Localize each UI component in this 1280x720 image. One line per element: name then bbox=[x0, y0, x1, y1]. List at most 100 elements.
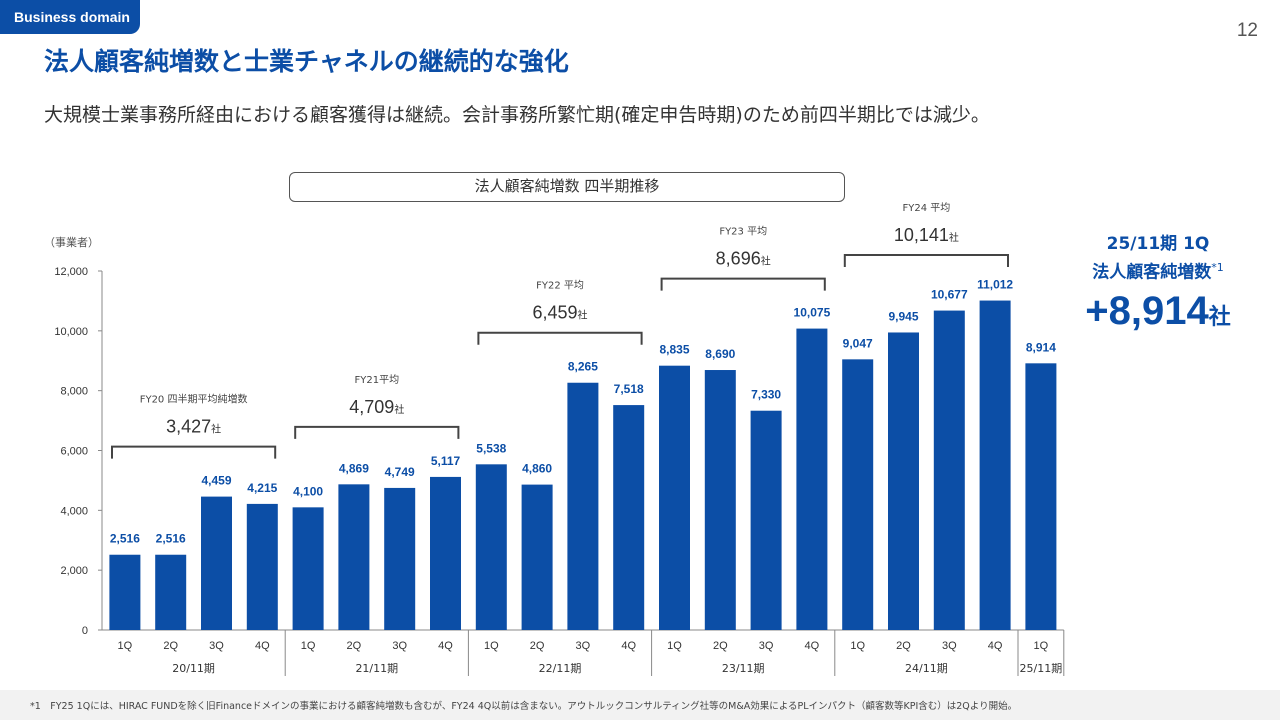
bar bbox=[246, 503, 278, 630]
bar bbox=[338, 484, 370, 630]
average-title: FY22 平均 bbox=[536, 280, 584, 292]
x-tick-label: 3Q bbox=[392, 640, 407, 652]
x-tick-label: 1Q bbox=[850, 640, 865, 652]
bar bbox=[933, 310, 965, 630]
page-title: 法人顧客純増数と士業チャネルの継続的な強化 bbox=[44, 47, 569, 76]
average-title: FY21平均 bbox=[355, 374, 400, 386]
bar-value-label: 4,869 bbox=[339, 461, 369, 475]
bar bbox=[796, 328, 828, 630]
average-unit: 社 bbox=[761, 255, 771, 268]
x-tick-label: 2Q bbox=[530, 640, 545, 652]
bar bbox=[292, 507, 324, 630]
fiscal-year-label: 24/11期 bbox=[905, 662, 948, 675]
x-tick-label: 1Q bbox=[1034, 640, 1049, 652]
average-title: FY24 平均 bbox=[903, 202, 951, 214]
y-tick-label: 0 bbox=[82, 625, 88, 637]
x-tick-label: 3Q bbox=[576, 640, 591, 652]
page-number: 12 bbox=[1236, 20, 1258, 41]
bar-value-label: 9,945 bbox=[888, 309, 918, 323]
fiscal-year-label: 20/11期 bbox=[172, 662, 215, 675]
average-bracket bbox=[660, 277, 826, 291]
x-tick-label: 3Q bbox=[209, 640, 224, 652]
kpi-value: +8,914 bbox=[1085, 288, 1209, 333]
x-tick-label: 1Q bbox=[118, 640, 133, 652]
average-value-group: 4,709社 bbox=[349, 397, 404, 417]
bar bbox=[704, 370, 736, 630]
average-bracket bbox=[294, 425, 460, 439]
x-tick-label: 4Q bbox=[438, 640, 453, 652]
fiscal-year-label: 23/11期 bbox=[722, 662, 765, 675]
y-tick-label: 10,000 bbox=[54, 326, 88, 338]
bar-value-label: 5,538 bbox=[476, 441, 506, 455]
y-tick-label: 2,000 bbox=[60, 565, 88, 577]
x-tick-label: 2Q bbox=[347, 640, 362, 652]
section-tag: Business domain bbox=[0, 0, 140, 34]
x-tick-label: 4Q bbox=[255, 640, 270, 652]
bar-value-label: 8,690 bbox=[705, 347, 735, 361]
bar bbox=[109, 554, 141, 630]
kpi-value-row: +8,914社 bbox=[1068, 285, 1248, 343]
average-value: 8,696 bbox=[716, 249, 761, 269]
bar-value-label: 11,012 bbox=[977, 278, 1013, 292]
bar bbox=[201, 496, 232, 630]
bar-value-label: 2,516 bbox=[156, 532, 186, 546]
kpi-unit: 社 bbox=[1208, 303, 1231, 329]
x-tick-label: 4Q bbox=[621, 640, 636, 652]
bar bbox=[1025, 363, 1057, 630]
x-tick-label: 1Q bbox=[484, 640, 499, 652]
y-tick-label: 8,000 bbox=[60, 386, 88, 398]
bar bbox=[659, 365, 690, 630]
average-value-group: 6,459社 bbox=[532, 303, 587, 323]
x-tick-label: 2Q bbox=[896, 640, 911, 652]
average-value: 6,459 bbox=[532, 303, 577, 323]
average-title: FY20 四半期平均純増数 bbox=[140, 393, 248, 406]
kpi-label: 法人顧客純増数 bbox=[1092, 262, 1212, 283]
bar-value-label: 2,516 bbox=[110, 532, 140, 546]
average-value-group: 8,696社 bbox=[716, 249, 771, 269]
average-unit: 社 bbox=[578, 309, 588, 322]
bar bbox=[475, 464, 507, 630]
average-value: 3,427 bbox=[166, 417, 211, 437]
x-tick-label: 1Q bbox=[301, 640, 316, 652]
average-bracket bbox=[111, 445, 277, 459]
bar-value-label: 9,047 bbox=[843, 336, 873, 350]
average-value: 4,709 bbox=[349, 397, 394, 417]
bar bbox=[888, 332, 919, 630]
x-tick-label: 1Q bbox=[667, 640, 682, 652]
x-tick-label: 2Q bbox=[713, 640, 728, 652]
footnote: *1 FY25 1Qには、HIRAC FUNDを除く旧Financeドメインの事… bbox=[30, 701, 1018, 712]
x-tick-label: 4Q bbox=[805, 640, 820, 652]
bar-value-label: 8,265 bbox=[568, 360, 598, 374]
bar-value-label: 5,117 bbox=[431, 454, 461, 468]
bar-value-label: 10,677 bbox=[931, 288, 968, 302]
fiscal-year-label: 21/11期 bbox=[355, 662, 398, 675]
x-tick-label: 2Q bbox=[163, 640, 178, 652]
bar-value-label: 8,914 bbox=[1026, 340, 1056, 354]
bar-value-label: 4,860 bbox=[522, 462, 552, 476]
x-tick-label: 4Q bbox=[988, 640, 1003, 652]
kpi-period: 25/11期 1Q bbox=[1106, 234, 1210, 254]
y-tick-label: 6,000 bbox=[60, 446, 88, 458]
bar-value-label: 4,749 bbox=[385, 465, 415, 479]
bar-value-label: 4,459 bbox=[201, 474, 231, 488]
y-tick-label: 4,000 bbox=[60, 505, 88, 517]
bar bbox=[384, 487, 416, 630]
y-axis-unit-label: （事業者） bbox=[44, 236, 99, 249]
bar bbox=[750, 410, 782, 630]
page-subtitle: 大規模士業事務所経由における顧客獲得は継続。会計事務所繁忙期(確定申告時期)のた… bbox=[44, 104, 990, 126]
y-tick-label: 12,000 bbox=[54, 266, 88, 278]
bar bbox=[521, 484, 553, 630]
x-tick-label: 3Q bbox=[942, 640, 957, 652]
average-unit: 社 bbox=[394, 403, 404, 416]
average-value-group: 10,141社 bbox=[894, 225, 959, 245]
bar bbox=[842, 359, 874, 630]
bar bbox=[155, 554, 187, 630]
bar-value-label: 4,100 bbox=[293, 484, 323, 498]
average-bracket bbox=[477, 331, 643, 345]
bar-value-label: 7,330 bbox=[751, 388, 781, 402]
fiscal-year-label: 22/11期 bbox=[539, 662, 582, 675]
bar-chart: 0 2,000 4,000 6,000 8,000 10,000 12,000 （事業者） 2,… bbox=[44, 202, 1065, 676]
bar bbox=[567, 382, 599, 630]
bar bbox=[613, 405, 645, 630]
kpi-panel: 25/11期 1Q 法人顧客純増数*1 +8,914社 bbox=[1068, 232, 1248, 343]
